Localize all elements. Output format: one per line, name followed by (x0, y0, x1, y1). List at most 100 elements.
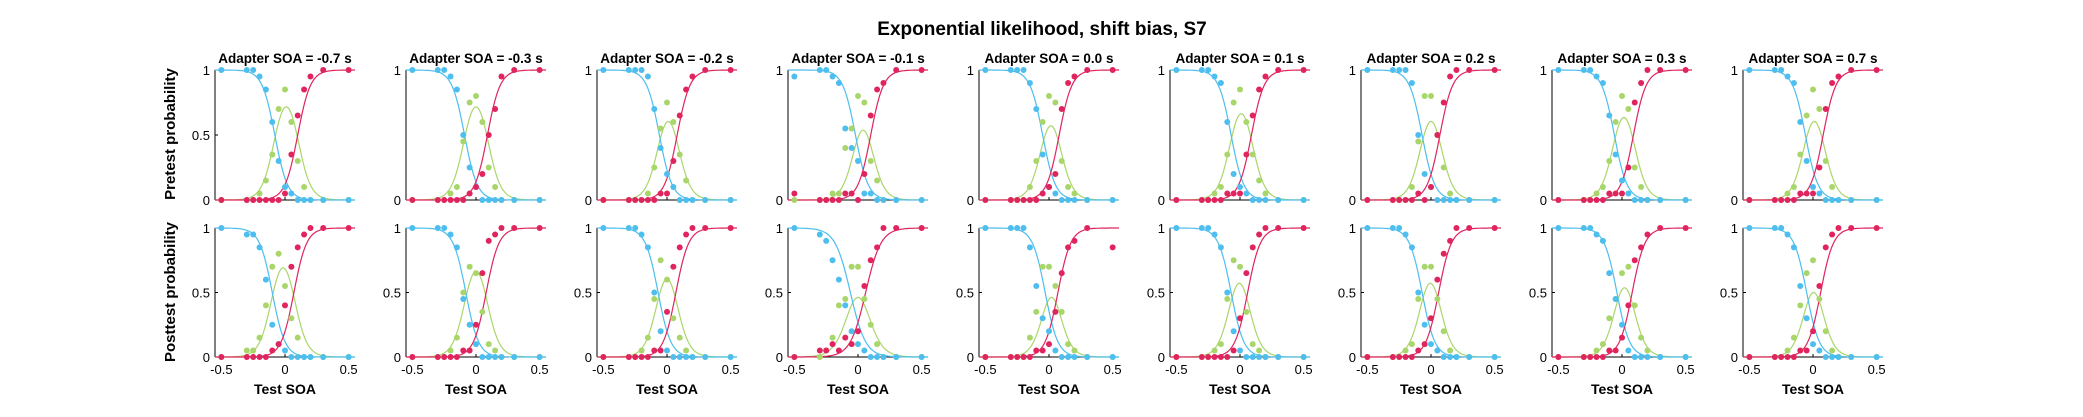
y-tick-label: 0 (1158, 350, 1165, 365)
data-point-red (1039, 190, 1046, 197)
data-point-green (1026, 184, 1033, 190)
y-tick-label: 0 (1349, 193, 1356, 208)
data-point-blue (301, 354, 308, 360)
data-point-red (218, 354, 225, 360)
data-point-blue (1275, 354, 1282, 360)
data-point-blue (702, 354, 709, 360)
data-point-red (1848, 67, 1855, 73)
data-point-blue (1421, 321, 1428, 328)
data-point-red (1224, 190, 1231, 197)
data-point-blue (1046, 328, 1052, 335)
data-point-blue (1434, 347, 1441, 354)
y-tick-label: 0.5 (765, 286, 783, 301)
data-point-red (1065, 80, 1072, 86)
fit-curve-blue (215, 69, 355, 201)
data-point-red (434, 354, 441, 360)
data-point-red (791, 190, 798, 197)
data-point-red (644, 354, 651, 360)
data-point-red (848, 341, 855, 348)
data-point-blue (320, 354, 327, 360)
data-point-red (1466, 67, 1473, 73)
data-point-red (1784, 197, 1791, 203)
data-point-red (702, 225, 709, 231)
data-point-blue (301, 197, 308, 203)
data-point-green (651, 164, 658, 171)
data-point-red (1389, 354, 1396, 360)
data-point-red (441, 354, 448, 360)
data-point-red (1555, 197, 1562, 203)
data-point-green (1421, 93, 1428, 99)
data-point-green (861, 99, 868, 106)
data-point-red (1262, 225, 1269, 231)
data-point-blue (492, 197, 499, 203)
data-point-red (676, 244, 683, 251)
data-point-green (1593, 347, 1600, 354)
fit-curve-green (788, 296, 928, 358)
data-point-green (657, 257, 664, 264)
data-point-red (1052, 308, 1059, 315)
data-point-blue (893, 354, 900, 360)
data-point-red (1822, 106, 1829, 112)
data-point-blue (1217, 80, 1224, 86)
data-point-blue (1453, 197, 1460, 203)
data-point-green (447, 190, 454, 197)
y-tick-label: 1 (1158, 221, 1165, 236)
data-point-blue (1638, 354, 1645, 360)
data-point-blue (651, 289, 658, 296)
data-point-blue (269, 119, 276, 125)
data-point-green (1415, 138, 1422, 145)
fit-curve-green (215, 267, 355, 358)
data-point-green (1619, 270, 1625, 277)
data-point-red (1682, 225, 1689, 231)
data-point-red (1771, 354, 1778, 360)
data-point-red (1447, 237, 1454, 244)
data-point-red (1606, 190, 1613, 197)
data-point-blue (1256, 354, 1263, 360)
data-point-green (867, 321, 874, 328)
data-point-blue (1402, 231, 1409, 238)
data-point-blue (1848, 197, 1855, 203)
data-point-red (1071, 73, 1078, 80)
data-point-blue (250, 67, 257, 73)
x-tick-label: -0.5 (1356, 362, 1378, 377)
y-tick-label: 0 (1731, 193, 1738, 208)
data-point-red (262, 197, 269, 203)
data-point-blue (867, 190, 874, 197)
data-point-red (250, 354, 257, 360)
data-point-red (243, 354, 250, 360)
data-point-blue (632, 225, 639, 231)
data-point-blue (1402, 67, 1409, 73)
data-point-red (1440, 250, 1447, 257)
data-point-blue (1415, 132, 1422, 138)
data-point-blue (1300, 354, 1307, 360)
data-point-red (1440, 99, 1447, 106)
data-point-blue (1071, 354, 1078, 360)
data-point-green (1249, 341, 1256, 348)
data-point-blue (1835, 197, 1842, 203)
data-point-red (294, 244, 301, 251)
data-point-red (1746, 354, 1753, 360)
data-point-blue (982, 225, 989, 231)
x-axis-label: Test SOA (1209, 381, 1271, 397)
data-point-blue (1007, 225, 1014, 231)
data-point-red (670, 263, 677, 270)
data-point-red (1014, 354, 1021, 360)
x-tick-label: 0.5 (1486, 362, 1504, 377)
data-point-blue (867, 354, 874, 360)
data-point-blue (676, 354, 683, 360)
data-point-red (1217, 197, 1224, 203)
data-point-red (307, 73, 314, 80)
data-point-green (644, 334, 651, 341)
data-point-red (1638, 80, 1645, 86)
data-point-blue (1396, 225, 1403, 231)
data-point-green (1408, 341, 1415, 348)
data-point-blue (1211, 73, 1218, 80)
data-point-blue (1052, 347, 1059, 354)
data-point-blue (1784, 231, 1791, 238)
x-axis-label: Test SOA (1400, 381, 1462, 397)
data-point-green (1606, 315, 1613, 322)
data-point-red (816, 347, 823, 354)
y-tick-label: 1 (776, 63, 783, 78)
data-point-blue (1058, 354, 1065, 360)
